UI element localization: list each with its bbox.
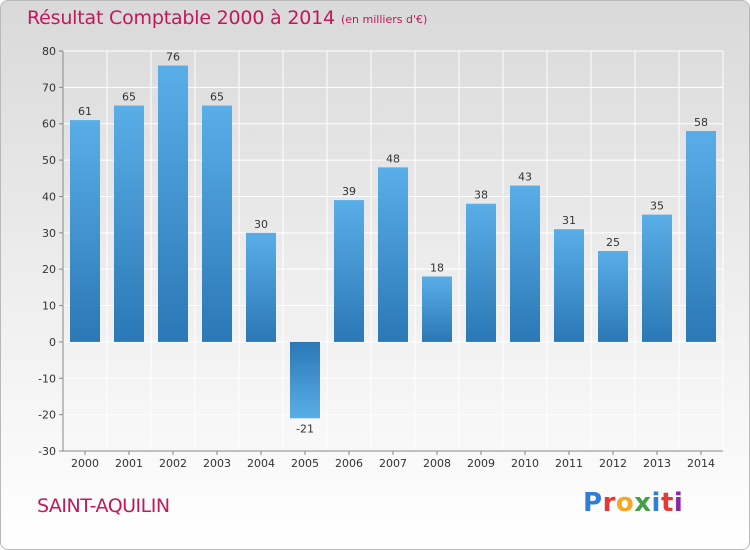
data-label: 43: [518, 171, 532, 184]
y-tick-label: 30: [42, 227, 56, 240]
bar: [334, 200, 364, 342]
chart-title: Résultat Comptable 2000 à 2014: [27, 7, 335, 29]
bar: [642, 214, 672, 342]
proxiti-logo: Proxiti: [583, 488, 683, 518]
bar: [246, 232, 276, 342]
x-tick-label: 2013: [643, 457, 671, 470]
x-tick-label: 2010: [511, 457, 539, 470]
x-tick-label: 2002: [159, 457, 187, 470]
data-label: 65: [210, 91, 224, 104]
x-tick-label: 2007: [379, 457, 407, 470]
data-label: 35: [650, 200, 664, 213]
x-tick-label: 2001: [115, 457, 143, 470]
bar: [202, 105, 232, 342]
data-label: -21: [296, 422, 314, 435]
bar: [114, 105, 144, 342]
logo-letter: o: [615, 488, 635, 518]
bar: [686, 131, 716, 342]
bar: [466, 203, 496, 342]
logo-letter: x: [634, 488, 652, 518]
bar: [598, 251, 628, 342]
data-label: 39: [342, 185, 356, 198]
place-name: SAINT-AQUILIN: [37, 495, 170, 517]
y-tick-label: 0: [49, 336, 56, 349]
bar: [158, 65, 188, 342]
y-tick-label: -30: [38, 445, 56, 458]
y-tick-label: 50: [42, 154, 56, 167]
bar: [554, 229, 584, 342]
y-tick-label: -20: [38, 409, 56, 422]
data-label: 25: [606, 236, 620, 249]
x-tick-label: 2012: [599, 457, 627, 470]
x-tick-label: 2011: [555, 457, 583, 470]
logo-letter: i: [651, 488, 661, 518]
data-label: 76: [166, 51, 180, 64]
x-tick-label: 2003: [203, 457, 231, 470]
logo-letter: P: [583, 488, 603, 518]
x-tick-label: 2014: [687, 457, 715, 470]
data-label: 61: [78, 105, 92, 118]
logo-letter: r: [602, 488, 616, 518]
x-tick-label: 2004: [247, 457, 275, 470]
x-tick-label: 2006: [335, 457, 363, 470]
logo-letter: t: [660, 488, 674, 518]
data-label: 48: [386, 152, 400, 165]
y-tick-label: 10: [42, 300, 56, 313]
data-label: 31: [562, 214, 576, 227]
y-tick-label: 70: [42, 81, 56, 94]
x-tick-label: 2009: [467, 457, 495, 470]
bar: [378, 167, 408, 342]
bar: [70, 120, 100, 342]
y-tick-label: 80: [42, 45, 56, 58]
y-tick-label: 40: [42, 190, 56, 203]
x-tick-label: 2005: [291, 457, 319, 470]
chart-subtitle: (en milliers d'€): [341, 13, 428, 26]
data-label: 58: [694, 116, 708, 129]
data-label: 18: [430, 261, 444, 274]
x-tick-label: 2000: [71, 457, 99, 470]
data-label: 38: [474, 189, 488, 202]
data-label: 65: [122, 91, 136, 104]
y-tick-label: 20: [42, 263, 56, 276]
bar: [422, 276, 452, 342]
data-label: 30: [254, 218, 268, 231]
bar: [510, 185, 540, 342]
x-tick-label: 2008: [423, 457, 451, 470]
logo-letter: i: [673, 488, 684, 518]
y-tick-label: -10: [38, 372, 56, 385]
y-tick-label: 60: [42, 118, 56, 131]
bar: [290, 341, 320, 419]
